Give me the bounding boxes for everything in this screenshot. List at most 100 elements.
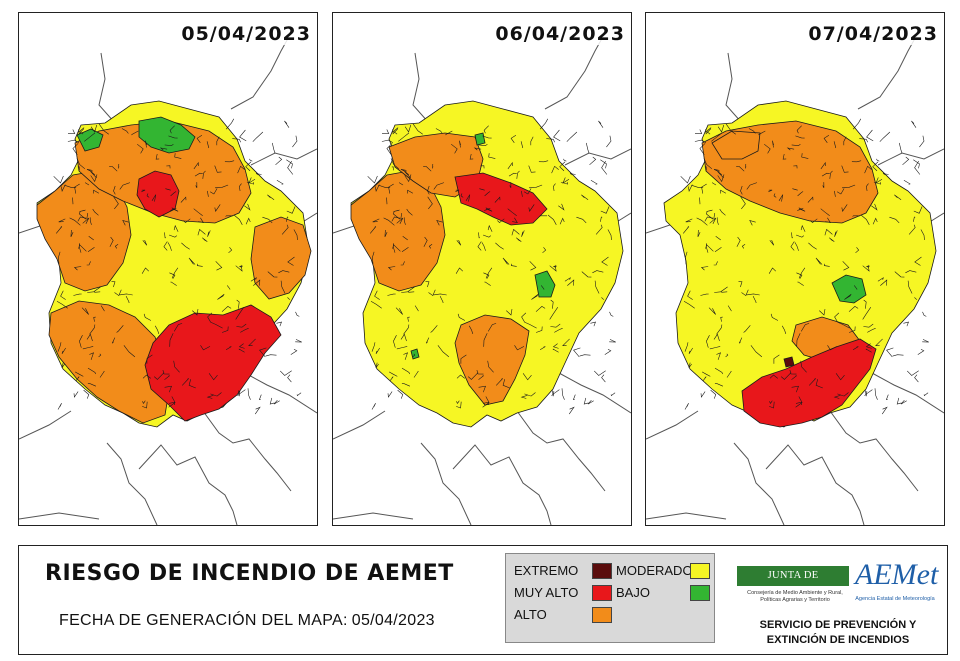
service-line-2: EXTINCIÓN DE INCENDIOS [766, 634, 910, 646]
municipality-line [566, 131, 578, 142]
municipality-line [906, 370, 919, 376]
municipality-line [844, 293, 852, 300]
municipality-line [834, 230, 838, 237]
risk-legend: EXTREMO MUY ALTO ALTO MODERADO BAJO [505, 553, 715, 643]
municipality-line [778, 194, 784, 202]
municipality-line [609, 339, 616, 343]
municipality-boundaries [53, 118, 302, 415]
municipality-line [208, 373, 218, 381]
municipality-line [594, 280, 600, 294]
generation-line: FECHA DE GENERACIÓN DEL MAPA: 05/04/2023 [59, 612, 435, 630]
municipality-line [726, 370, 732, 378]
municipality-line [122, 220, 129, 226]
municipality-line [413, 370, 419, 378]
municipality-line [859, 138, 868, 143]
municipality-line [789, 370, 797, 375]
municipality-line [64, 184, 77, 188]
municipality-line [835, 373, 845, 381]
municipality-line [378, 184, 391, 188]
municipality-line [398, 182, 404, 186]
municipality-line [170, 281, 177, 286]
municipality-line [401, 367, 411, 375]
municipality-line [706, 127, 712, 135]
municipality-line [113, 196, 119, 210]
municipality-line [455, 267, 464, 274]
municipality-line [592, 270, 604, 274]
municipality-line [87, 247, 95, 253]
region-boundary-line [765, 444, 865, 525]
municipality-line [404, 171, 411, 179]
municipality-line [702, 376, 707, 381]
municipality-line [393, 209, 400, 212]
municipality-line [86, 169, 93, 173]
municipality-line [225, 215, 233, 217]
municipality-line [484, 191, 491, 197]
municipality-line [225, 346, 232, 351]
municipality-line [398, 132, 410, 142]
municipality-line [772, 140, 774, 148]
municipality-line [881, 406, 888, 415]
municipality-line [822, 182, 825, 188]
municipality-line [259, 347, 267, 358]
municipality-line [907, 280, 913, 294]
municipality-line [459, 140, 461, 148]
municipality-line [73, 391, 79, 398]
municipality-line [552, 183, 556, 191]
municipality-line [746, 293, 760, 296]
municipality-line [286, 206, 296, 214]
municipality-line [923, 392, 929, 397]
municipality-line [381, 139, 394, 144]
municipality-line [863, 299, 867, 309]
municipality-line [521, 312, 527, 323]
municipality-line [793, 165, 798, 169]
service-line-1: SERVICIO DE PREVENCIÓN Y [759, 619, 917, 631]
municipality-line [393, 127, 399, 135]
municipality-line [913, 216, 916, 222]
municipality-line [797, 191, 804, 197]
risk-zone-muy-alto [144, 304, 282, 422]
municipality-line [400, 213, 403, 220]
municipality-line [800, 224, 806, 232]
municipality-line [387, 293, 396, 296]
risk-zone-alto [250, 216, 312, 300]
municipality-line [226, 285, 231, 290]
municipality-line [709, 346, 721, 350]
municipality-line [714, 383, 724, 387]
municipality-line [798, 267, 806, 279]
municipality-line [237, 389, 246, 396]
legend-swatch-extremo [592, 563, 612, 579]
municipality-line [83, 389, 90, 399]
municipality-line [880, 279, 888, 286]
municipality-line [387, 391, 393, 398]
region-boundary-line [544, 32, 606, 110]
municipality-line [507, 208, 517, 216]
municipality-line [590, 179, 598, 185]
municipality-line [393, 335, 397, 348]
municipality-line [841, 184, 856, 189]
municipality-line [563, 158, 567, 162]
municipality-line [414, 305, 419, 312]
municipality-line [684, 342, 689, 352]
municipality-line [228, 247, 233, 254]
municipality-line [90, 171, 97, 179]
municipality-line [791, 375, 797, 380]
municipality-line [262, 216, 273, 224]
map-date-2: 06/04/2023 [493, 23, 627, 45]
municipality-line [238, 183, 242, 191]
municipality-line [706, 335, 710, 348]
municipality-line [435, 128, 443, 134]
municipality-line [539, 118, 549, 130]
municipality-line [540, 285, 545, 290]
municipality-line [716, 352, 721, 360]
region-boundary-line [202, 410, 292, 492]
municipality-line [481, 242, 486, 251]
aemet-logo: AEMet [855, 558, 939, 591]
municipality-line [514, 345, 525, 351]
municipality-line [589, 156, 597, 166]
municipality-line [401, 247, 409, 253]
municipality-line [558, 203, 565, 211]
municipality-line [403, 324, 410, 335]
municipality-line [877, 277, 884, 282]
municipality-line [833, 141, 837, 149]
municipality-line [423, 236, 428, 247]
